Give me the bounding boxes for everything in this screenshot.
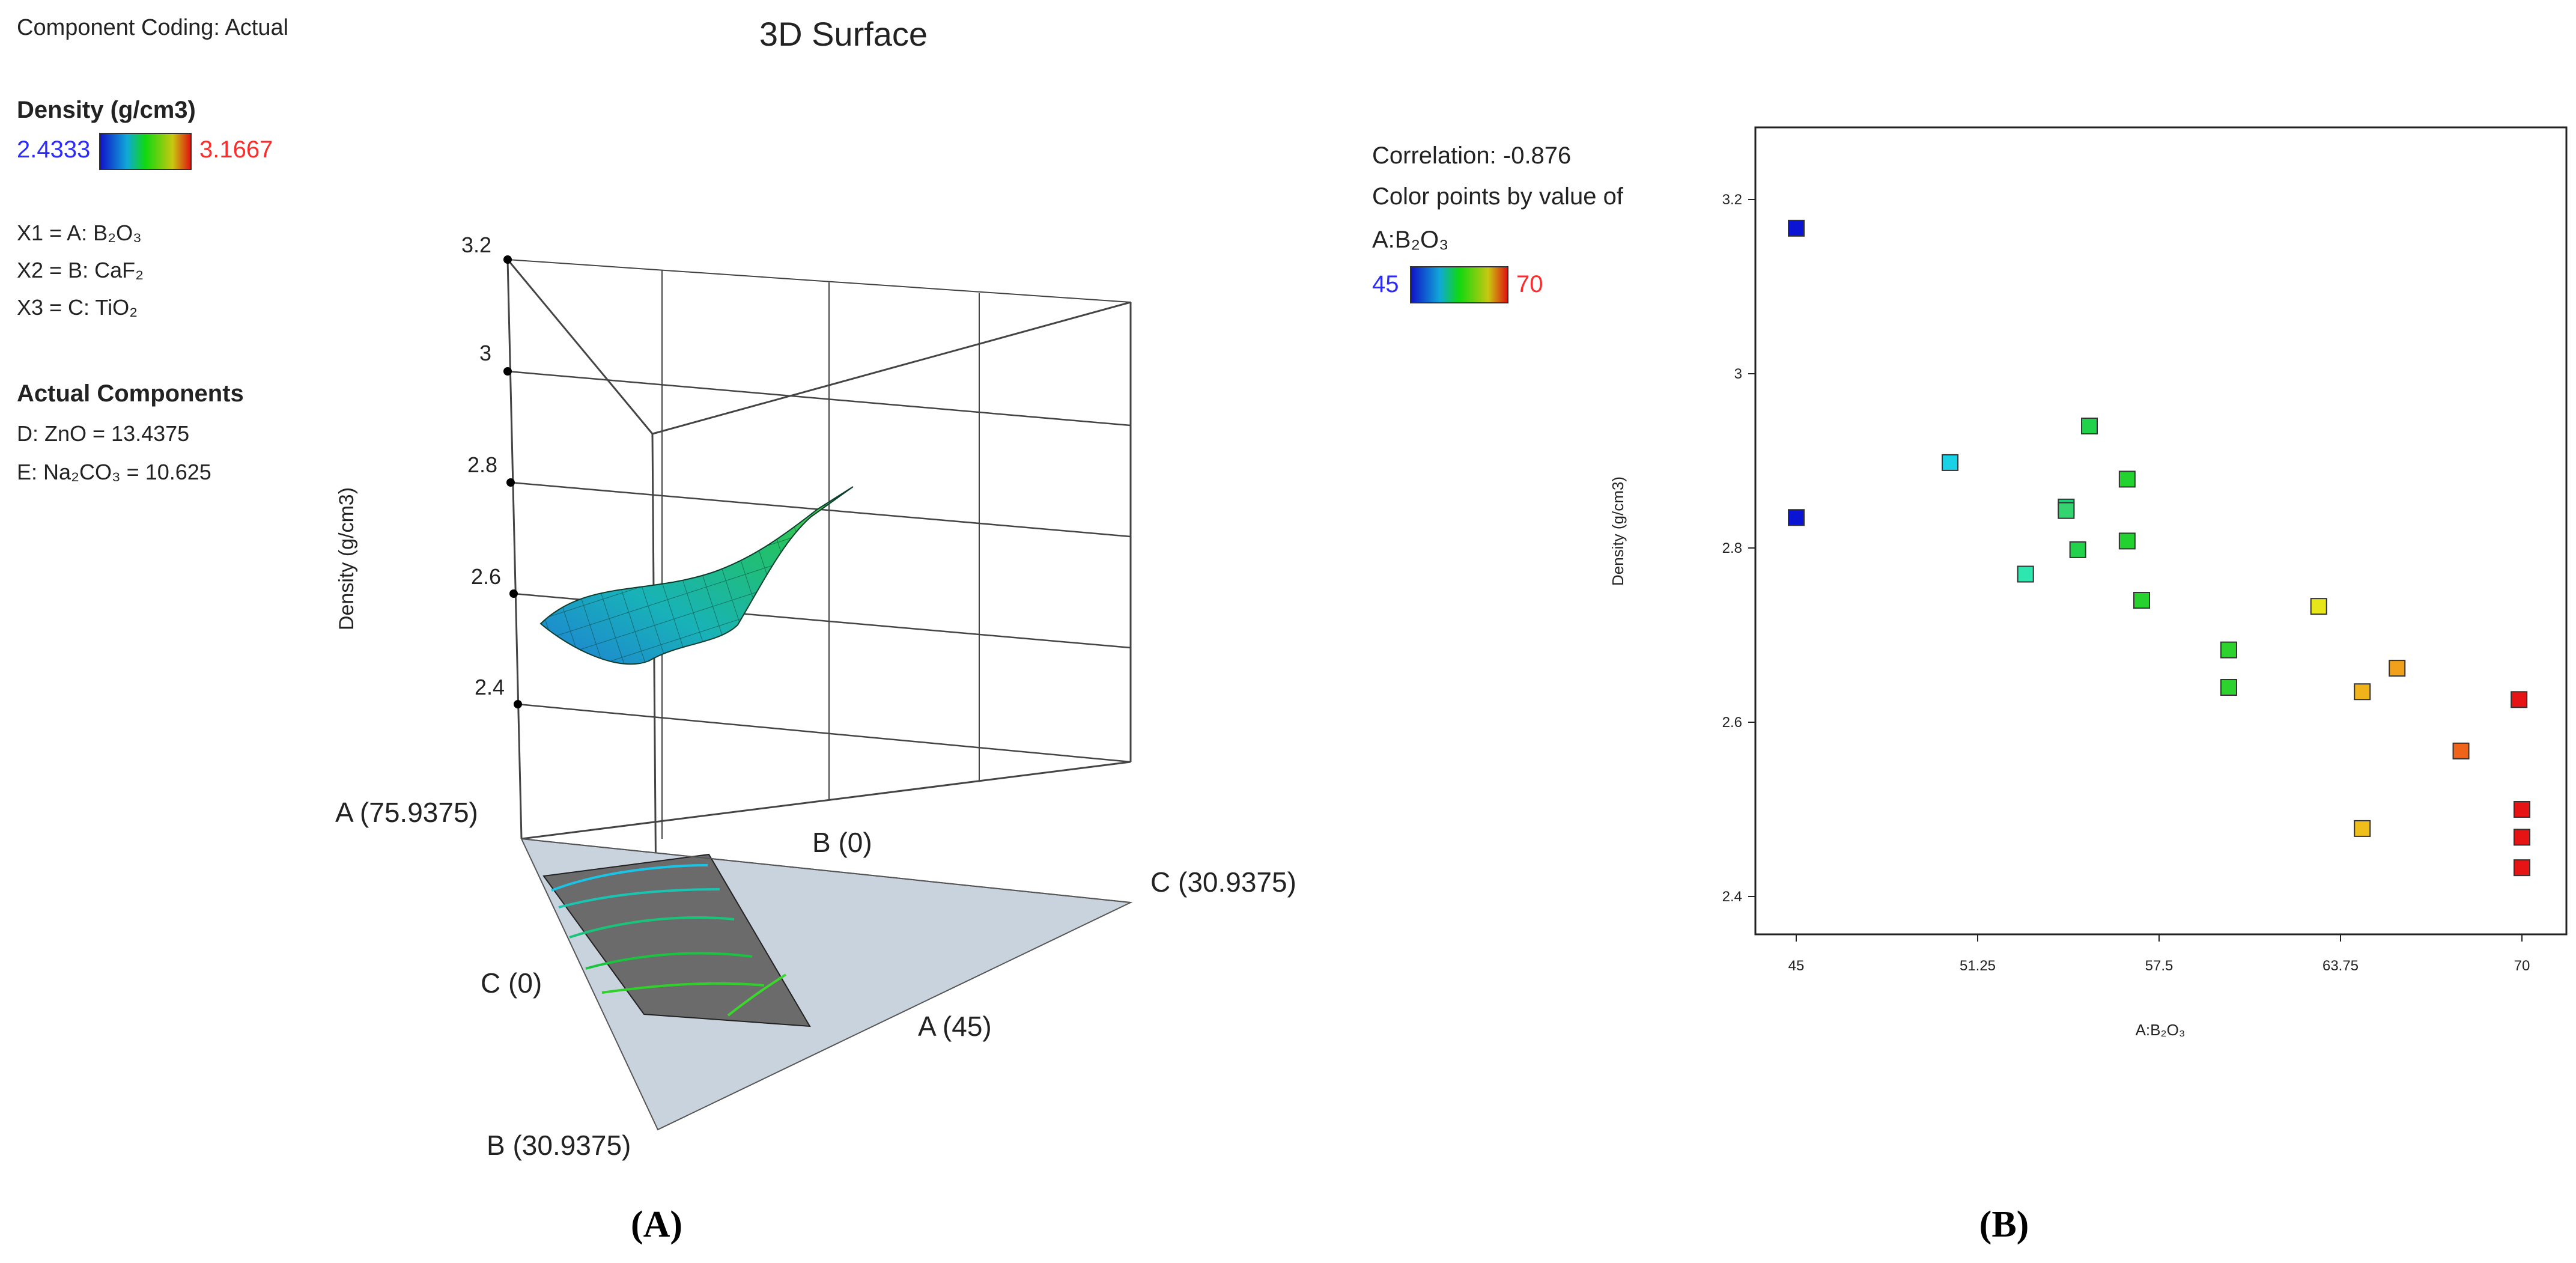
z-tick-label-2.8: 2.8: [467, 452, 497, 477]
x-tick-label: 63.75: [2322, 958, 2359, 974]
data-point: [2118, 532, 2136, 550]
z-tick-dot-3: [503, 367, 512, 376]
data-point: [2017, 565, 2034, 583]
y-tick-label: 3.2: [1722, 192, 1742, 208]
scatter-plot: 45 51.25 57.5 63.75 70 2.42.62.833.2 A:B₂O₃ …: [1609, 126, 2568, 1039]
z-axis: 3.2 3 2.8 2.6 2.4 Density (g/cm3): [335, 233, 522, 708]
z-tick-label-3: 3: [479, 341, 491, 365]
z-tick-dot-2.4: [514, 700, 522, 708]
vertex-label-a-min: A (45): [918, 1011, 992, 1042]
data-point: [1788, 509, 1805, 526]
x-tick-label: 70: [2514, 958, 2530, 974]
data-point: [1942, 454, 1959, 471]
vertex-label-b-max: B (30.9375): [487, 1130, 631, 1161]
data-point: [2118, 470, 2136, 488]
z-gridlines: [507, 370, 1131, 763]
actual-component-d: D: ZnO = 13.4375: [17, 421, 189, 446]
response-max-value: 3.1667: [199, 136, 273, 163]
x-tick-label: 57.5: [2145, 958, 2174, 974]
data-point: [2452, 742, 2470, 759]
data-point: [2514, 859, 2530, 877]
y-axis: 2.4 2.6 2.8 3 3.2: [1722, 192, 1755, 905]
z-tick-label-2.4: 2.4: [475, 675, 505, 699]
surface-mesh: [541, 487, 853, 665]
data-point: [2310, 598, 2327, 615]
response-surface: [539, 486, 854, 665]
data-point: [2069, 541, 2086, 558]
data-point: [2354, 683, 2371, 701]
component-coding-label: Component Coding: Actual: [17, 15, 288, 40]
mixture-base: A (75.9375) B (0) C (30.9375) C (0) A (4…: [335, 797, 1296, 1161]
z-tick-label-3.2: 3.2: [461, 233, 491, 257]
data-point: [2220, 641, 2237, 659]
z-axis-title: Density (g/cm3): [335, 487, 358, 630]
box-frame: [506, 259, 1132, 1130]
color-variable: A:B₂O₃: [1372, 227, 1448, 253]
panel-a-legend: Component Coding: Actual Density (g/cm3)…: [17, 15, 288, 484]
contour-lines: [551, 864, 787, 1017]
data-point: [2081, 418, 2098, 434]
z-tick-label-2.6: 2.6: [471, 564, 501, 589]
data-point: [2514, 801, 2530, 818]
color-max-value: 70: [1516, 271, 1543, 297]
vertex-label-b-zero: B (0): [812, 827, 872, 858]
factor-x2: X2 = B: CaF₂: [17, 258, 144, 282]
response-label: Density (g/cm3): [17, 97, 196, 123]
correlation-text: Correlation: -0.876: [1372, 142, 1571, 169]
color-by-text: Color points by value of: [1372, 183, 1624, 210]
y-tick-label: 2.4: [1722, 889, 1742, 905]
data-point: [2514, 829, 2530, 846]
x-axis-title: A:B₂O₃: [2136, 1021, 2186, 1039]
panel-a-title: 3D Surface: [759, 15, 928, 53]
data-point: [2511, 691, 2528, 708]
data-point: [2389, 660, 2406, 677]
data-point: [2058, 502, 2075, 519]
data-point: [1788, 219, 1805, 237]
panel-a-label: (A): [631, 1204, 682, 1245]
panel-b-legend: Correlation: -0.876 Color points by valu…: [1372, 142, 1624, 303]
vertex-label-a-max: A (75.9375): [335, 797, 478, 828]
x-tick-label: 45: [1788, 958, 1805, 974]
z-tick-dot-2.8: [506, 478, 515, 487]
data-point: [2220, 679, 2237, 696]
actual-components-heading: Actual Components: [17, 380, 244, 407]
vertex-label-c-zero: C (0): [481, 967, 542, 999]
x-tick-label: 51.25: [1960, 958, 1996, 974]
x-axis: 45 51.25 57.5 63.75 70: [1788, 934, 2530, 974]
y-tick-label: 2.8: [1722, 540, 1742, 556]
plot-area: [1754, 126, 2568, 936]
z-tick-dot-3.2: [503, 255, 512, 264]
color-min-value: 45: [1372, 271, 1399, 297]
y-axis-title: Density (g/cm3): [1609, 476, 1627, 586]
y-tick-label: 3: [1734, 366, 1742, 382]
panel-b-label: (B): [1979, 1204, 2029, 1245]
data-points: [1788, 219, 2530, 877]
a-color-scale: [1410, 266, 1508, 303]
data-point: [2354, 820, 2371, 837]
z-tick-dot-2.6: [509, 589, 518, 598]
y-tick-label: 2.6: [1722, 714, 1742, 731]
data-point: [2133, 592, 2151, 609]
factor-x3: X3 = C: TiO₂: [17, 295, 138, 320]
surface-3d-plot: 3.2 3 2.8 2.6 2.4 Density (g/cm3): [335, 233, 1296, 1161]
vertex-label-c-max: C (30.9375): [1150, 866, 1296, 898]
density-color-scale: [99, 133, 192, 170]
response-min-value: 2.4333: [17, 136, 90, 163]
factor-x1: X1 = A: B₂O₃: [17, 221, 142, 245]
actual-component-e: E: Na₂CO₃ = 10.625: [17, 460, 211, 484]
